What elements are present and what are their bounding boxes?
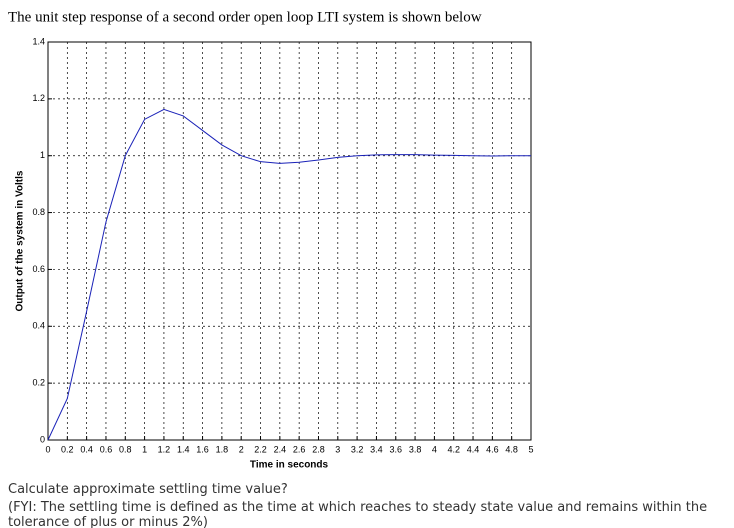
- y-tick-label: 0: [40, 434, 45, 444]
- x-tick-label: 3.6: [390, 444, 403, 454]
- x-tick-label: 4.4: [467, 444, 480, 454]
- x-tick-label: 3.2: [351, 444, 364, 454]
- x-tick-label: 0: [45, 444, 50, 454]
- x-tick-label: 1.8: [216, 444, 229, 454]
- x-tick-label: 0.4: [80, 444, 93, 454]
- chart: The unit step response of a second order…: [8, 9, 534, 471]
- x-tick-label: 2.8: [312, 444, 325, 454]
- x-tick-label: 1: [142, 444, 147, 454]
- plot-frame: [47, 41, 532, 441]
- x-tick-label: 4.2: [447, 444, 460, 454]
- x-tick-label: 4: [432, 444, 437, 454]
- x-tick-label: 1.6: [196, 444, 209, 454]
- y-tick-label: 0.4: [32, 321, 45, 331]
- x-tick-label: 3: [335, 444, 340, 454]
- x-tick-label: 0.2: [61, 444, 74, 454]
- y-tick-label: 1.4: [32, 36, 45, 46]
- y-tick-label: 0.2: [32, 378, 45, 388]
- x-tick-label: 0.8: [119, 444, 132, 454]
- question: Calculate approximate settling time valu…: [8, 482, 288, 497]
- x-tick-label: 2.4: [274, 444, 287, 454]
- x-tick-label: 2.2: [254, 444, 267, 454]
- note: (FYI: The settling time is defined as th…: [8, 500, 708, 528]
- x-tick-label: 1.2: [158, 444, 171, 454]
- x-tick-label: 3.4: [370, 444, 383, 454]
- y-tick-label: 1: [40, 150, 45, 160]
- y-tick-label: 0.8: [32, 207, 45, 217]
- x-tick-label: 4.6: [486, 444, 499, 454]
- x-tick-label: 4.8: [505, 444, 518, 454]
- x-tick-label: 2.6: [293, 444, 306, 454]
- x-tick-label: 2: [239, 444, 244, 454]
- x-tick-label: 5: [528, 444, 533, 454]
- y-tick-label: 1.2: [32, 93, 45, 103]
- x-axis-label: Time in seconds: [250, 460, 329, 471]
- x-tick-label: 0.6: [100, 444, 113, 454]
- heading: The unit step response of a second order…: [8, 9, 482, 25]
- x-tick-label: 3.8: [409, 444, 422, 454]
- x-tick-label: 1.4: [177, 444, 190, 454]
- y-tick-label: 0.6: [32, 264, 45, 274]
- line-series: [47, 108, 531, 441]
- y-axis-label: Output of the system in Voltls: [15, 170, 26, 311]
